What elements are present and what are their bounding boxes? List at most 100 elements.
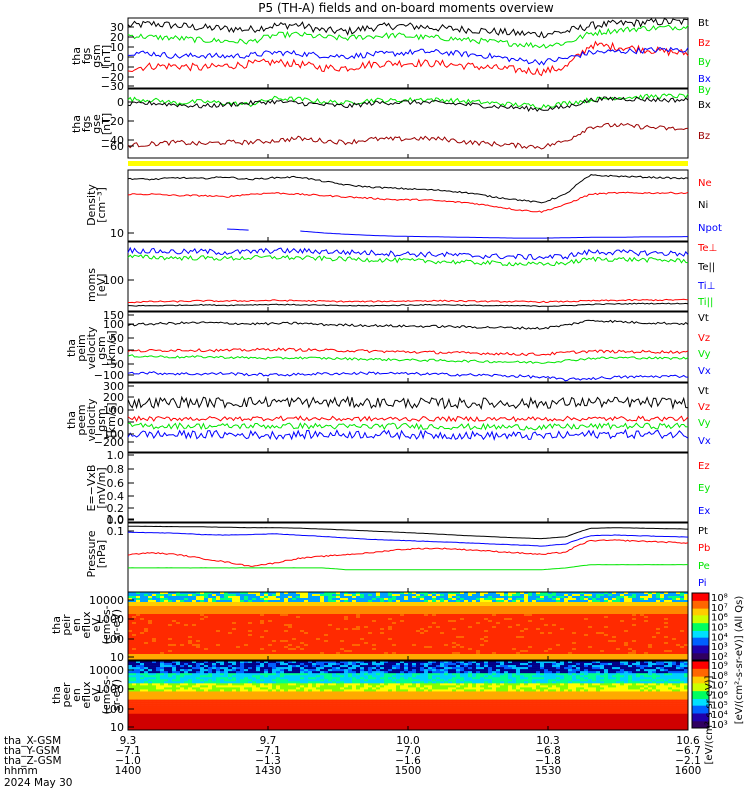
spectrogram-cell [168,596,173,599]
spectrogram-cell [268,612,273,615]
spectrogram-cell [344,604,349,607]
spectrogram-cell [284,604,289,607]
spectrogram-cell [356,646,361,649]
spectrogram-cell [248,616,253,619]
spectrogram-cell [228,638,233,641]
spectrogram-cell [188,600,193,603]
spectrogram-cell [544,630,549,633]
spectrogram-cell [652,604,657,607]
spectrogram-cell [188,652,193,655]
spectrogram-cell [552,606,557,609]
spectrogram-cell [216,642,221,645]
spectrogram-cell [332,600,337,603]
spectrogram-cell [508,630,513,633]
spectrogram-cell [416,652,421,655]
spectrogram-cell [632,614,637,617]
spectrogram-cell [580,616,585,619]
spectrogram-cell [248,648,253,651]
spectrogram-cell [684,620,689,623]
spectrogram-cell [500,628,505,631]
spectrogram-cell [328,612,333,615]
spectrogram-cell [152,654,157,657]
spectrogram-cell [536,598,541,601]
spectrogram-cell [152,598,157,601]
spectrogram-cell [448,650,453,653]
spectrogram-cell [552,610,557,613]
spectrogram-cell [368,620,373,623]
spectrogram-cell [264,644,269,647]
spectrogram-cell [132,685,137,688]
spectrogram-cell [596,644,601,647]
spectrogram-cell [500,640,505,643]
spectrogram-cell [532,606,537,609]
spectrogram-cell [228,608,233,611]
spectrogram-cell [496,656,501,659]
spectrogram-cell [224,650,229,653]
spectrogram-cell [476,622,481,625]
spectrogram-cell [136,640,141,643]
spectrogram-cell [580,592,585,595]
spectrogram-cell [476,604,481,607]
spectrogram-cell [676,634,681,637]
spectrogram-cell [248,602,253,605]
spectrogram-cell [236,600,241,603]
spectrogram-cell [420,652,425,655]
spectrogram-cell [192,638,197,641]
spectrogram-cell [240,594,245,597]
spectrogram-cell [376,654,381,657]
spectrogram-cell [536,616,541,619]
spectrogram-cell [384,606,389,609]
spectrogram-cell [388,618,393,621]
spectrogram-cell [328,598,333,601]
spectrogram-cell [372,620,377,623]
spectrogram-cell [660,634,665,637]
spectrogram-cell [516,606,521,609]
spectrogram-cell [128,644,133,647]
spectrogram-cell [416,620,421,623]
spectrogram-cell [556,628,561,631]
spectrogram-cell [412,598,417,601]
spectrogram-cell [640,604,645,607]
spectrogram-cell [200,652,205,655]
spectrogram-cell [272,630,277,633]
spectrogram-cell [576,654,581,657]
spectrogram-cell [556,622,561,625]
spectrogram-cell [400,630,405,633]
spectrogram-cell [452,630,457,633]
spectrogram-cell [684,630,689,633]
spectrogram-cell [480,600,485,603]
spectrogram-cell [456,608,461,611]
spectrogram-cell [388,616,393,619]
spectrogram-cell [548,600,553,603]
spectrogram-cell [188,642,193,645]
spectrogram-cell [604,614,609,617]
spectrogram-cell [672,592,677,595]
spectrogram-cell [628,598,633,601]
spectrogram-cell [412,628,417,631]
spectrogram-cell [128,717,133,721]
spectrogram-cell [660,638,665,641]
spectrogram-cell [324,592,329,595]
spectrogram-cell [184,626,189,629]
spectrogram-cell [132,717,137,721]
spectrogram-cell [240,628,245,631]
spectrogram-cell [180,600,185,603]
spectrogram-cell [540,650,545,653]
spectrogram-cell [448,636,453,639]
spectrogram-cell [344,646,349,649]
spectrogram-cell [436,636,441,639]
spectrogram-cell [596,654,601,657]
series-line-pt [127,525,688,540]
spectrogram-cell [568,606,573,609]
spectrogram-cell [456,636,461,639]
spectrogram-cell [184,592,189,595]
spectrogram-cell [628,630,633,633]
spectrogram-cell [156,608,161,611]
spectrogram-cell [528,594,533,597]
spectrogram-cell [456,600,461,603]
spectrogram-cell [400,628,405,631]
spectrogram-cell [284,596,289,599]
spectrogram-cell [192,650,197,653]
spectrogram-cell [304,650,309,653]
spectrogram-cell [584,658,589,661]
